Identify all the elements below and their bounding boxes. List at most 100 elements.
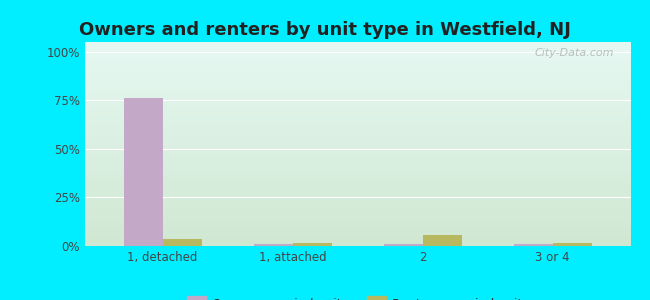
Bar xyxy=(84,49,630,50)
Bar xyxy=(84,181,630,182)
Bar xyxy=(84,241,630,242)
Bar xyxy=(84,175,630,176)
Bar xyxy=(84,130,630,131)
Bar xyxy=(84,223,630,224)
Bar xyxy=(84,101,630,102)
Bar xyxy=(84,236,630,237)
Bar xyxy=(84,225,630,226)
Bar xyxy=(84,106,630,107)
Bar xyxy=(84,165,630,166)
Bar xyxy=(84,188,630,189)
Bar xyxy=(84,156,630,157)
Bar xyxy=(84,105,630,106)
Bar xyxy=(84,75,630,76)
Bar xyxy=(84,159,630,160)
Bar xyxy=(84,143,630,144)
Bar xyxy=(84,195,630,196)
Bar xyxy=(84,147,630,148)
Bar xyxy=(84,169,630,170)
Bar xyxy=(84,199,630,200)
Bar xyxy=(84,119,630,121)
Bar xyxy=(84,98,630,99)
Bar xyxy=(84,43,630,44)
Bar xyxy=(84,197,630,198)
Bar xyxy=(84,47,630,48)
Bar xyxy=(84,108,630,109)
Bar xyxy=(514,244,552,246)
Bar xyxy=(254,244,292,246)
Bar xyxy=(84,114,630,116)
Bar xyxy=(84,126,630,127)
Bar xyxy=(84,134,630,135)
Bar xyxy=(84,102,630,103)
Bar xyxy=(84,152,630,153)
Bar xyxy=(84,194,630,195)
Bar xyxy=(84,78,630,79)
Bar xyxy=(84,51,630,52)
Bar xyxy=(84,150,630,151)
Bar xyxy=(84,104,630,105)
Bar xyxy=(84,46,630,47)
Bar xyxy=(84,139,630,140)
Bar xyxy=(84,127,630,128)
Bar xyxy=(292,243,332,246)
Bar xyxy=(84,123,630,124)
Bar xyxy=(84,48,630,49)
Bar xyxy=(84,233,630,234)
Bar xyxy=(84,229,630,230)
Bar xyxy=(84,242,630,243)
Bar xyxy=(84,135,630,136)
Bar xyxy=(84,153,630,154)
Bar xyxy=(84,190,630,191)
Bar xyxy=(84,118,630,119)
Bar xyxy=(84,107,630,108)
Bar xyxy=(84,213,630,214)
Bar xyxy=(84,244,630,245)
Bar xyxy=(84,57,630,58)
Bar xyxy=(84,92,630,93)
Bar xyxy=(84,218,630,220)
Bar xyxy=(84,122,630,123)
Bar xyxy=(84,132,630,133)
Bar xyxy=(84,237,630,238)
Bar xyxy=(84,245,630,246)
Bar xyxy=(84,90,630,91)
Bar xyxy=(84,65,630,67)
Bar xyxy=(84,88,630,89)
Bar xyxy=(84,189,630,190)
Bar xyxy=(84,196,630,197)
Bar xyxy=(84,79,630,80)
Bar xyxy=(84,64,630,65)
Bar xyxy=(162,239,202,246)
Bar xyxy=(84,174,630,175)
Bar xyxy=(84,193,630,194)
Bar xyxy=(84,208,630,209)
Bar xyxy=(84,113,630,114)
Bar xyxy=(84,215,630,216)
Bar xyxy=(84,155,630,156)
Bar xyxy=(84,137,630,138)
Bar xyxy=(84,239,630,240)
Bar xyxy=(84,149,630,150)
Bar xyxy=(84,191,630,192)
Bar xyxy=(84,59,630,60)
Legend: Owner occupied units, Renter occupied units: Owner occupied units, Renter occupied un… xyxy=(187,297,528,300)
Bar xyxy=(84,54,630,55)
Bar xyxy=(84,95,630,96)
Bar xyxy=(84,67,630,68)
Bar xyxy=(84,164,630,165)
Bar xyxy=(84,70,630,72)
Bar xyxy=(84,160,630,161)
Bar xyxy=(124,98,162,246)
Bar xyxy=(84,55,630,56)
Bar xyxy=(84,232,630,233)
Bar xyxy=(84,178,630,179)
Bar xyxy=(84,235,630,236)
Bar xyxy=(84,207,630,208)
Bar xyxy=(84,112,630,113)
Bar xyxy=(84,202,630,203)
Bar xyxy=(84,214,630,215)
Bar xyxy=(84,154,630,155)
Bar xyxy=(84,109,630,110)
Bar xyxy=(84,128,630,129)
